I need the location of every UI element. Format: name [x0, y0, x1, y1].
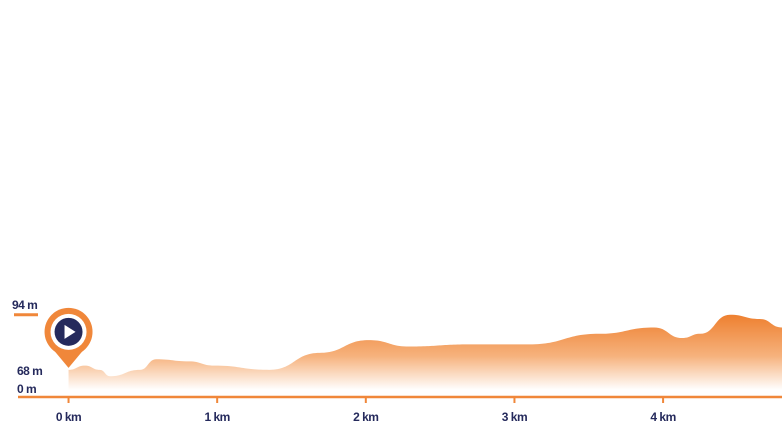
x-tick-label: 0 km	[56, 410, 81, 424]
start-pin	[44, 307, 93, 368]
y-tick-label: 94 m	[12, 298, 37, 312]
elevation-area	[68, 314, 782, 390]
baseline-label: 0 m	[17, 382, 36, 396]
y-tick-label: 68 m	[17, 364, 42, 378]
x-tick-label: 2 km	[353, 410, 378, 424]
x-tick-label: 3 km	[502, 410, 527, 424]
start-pin-part	[64, 324, 76, 339]
x-tick-label: 1 km	[204, 410, 229, 424]
x-tick-label: 4 km	[650, 410, 675, 424]
